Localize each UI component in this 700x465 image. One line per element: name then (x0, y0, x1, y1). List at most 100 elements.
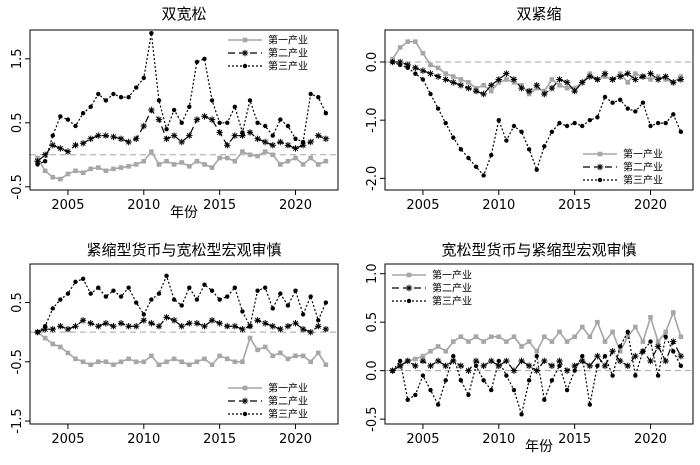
data-point (316, 95, 321, 100)
data-point (225, 294, 230, 299)
data-point (103, 359, 109, 365)
data-point (49, 142, 56, 149)
data-point (187, 104, 192, 110)
data-point (435, 65, 441, 71)
data-point (239, 132, 246, 139)
data-point (413, 39, 418, 44)
data-point (594, 76, 601, 83)
data-point (579, 79, 586, 86)
data-point (323, 300, 329, 305)
x-tick-label: 2010 (482, 432, 515, 447)
data-point (549, 378, 555, 383)
data-point (171, 297, 177, 302)
series-1 (390, 310, 684, 373)
data-point (648, 315, 653, 320)
data-point (72, 142, 79, 149)
data-point (579, 324, 585, 330)
data-point (610, 329, 615, 335)
data-point (247, 98, 253, 103)
data-point (126, 95, 131, 100)
data-point (511, 123, 517, 129)
data-point (580, 353, 585, 359)
legend-label: 第三产业 (268, 60, 308, 73)
data-point (209, 165, 215, 170)
data-point (300, 162, 306, 167)
data-point (434, 357, 442, 365)
x-tick-label: 2005 (51, 432, 84, 447)
data-point (639, 73, 647, 80)
data-point (247, 324, 253, 329)
data-point (224, 356, 230, 362)
data-point (50, 174, 56, 180)
x-tick-label: 2020 (634, 198, 667, 213)
data-point (602, 339, 608, 344)
data-point (261, 320, 269, 327)
legend-marker (405, 284, 413, 292)
data-point (58, 344, 63, 350)
data-point (420, 373, 426, 378)
data-point (466, 339, 471, 344)
data-point (428, 387, 433, 393)
data-point (420, 50, 426, 56)
data-point (141, 75, 146, 81)
data-point (300, 353, 306, 359)
data-point (126, 285, 131, 290)
legend-marker (597, 177, 603, 183)
legend-marker (241, 397, 249, 405)
data-point (548, 362, 556, 370)
data-point (72, 323, 79, 330)
data-point (308, 155, 313, 161)
data-point (556, 76, 563, 83)
data-point (201, 113, 208, 120)
legend-label: 第一产业 (268, 382, 308, 395)
legend-label: 第二产业 (268, 47, 308, 60)
data-point (495, 362, 502, 370)
data-point (481, 339, 486, 344)
x-axis-label: 年份 (170, 205, 198, 221)
data-point (186, 132, 193, 139)
data-point (663, 120, 668, 126)
data-point (579, 357, 586, 365)
legend-label: 第一产业 (432, 269, 472, 282)
x-tick-label: 2010 (127, 432, 160, 447)
data-point (293, 155, 298, 161)
data-point (405, 397, 410, 402)
data-point (148, 320, 155, 327)
data-point (504, 77, 509, 82)
data-point (64, 148, 72, 155)
plot-frame (384, 29, 694, 191)
data-point (194, 359, 200, 365)
data-point (427, 362, 434, 370)
data-point (179, 120, 184, 126)
data-point (156, 98, 162, 103)
chart-panel-1: 双宽松 2005 2010 2015 2020 -0.5 0.5 1.5 年份 第一产业第二产业第… (10, 5, 339, 221)
y-tick-label: -0.5 (10, 349, 25, 374)
data-point (601, 362, 609, 370)
data-point (678, 129, 684, 135)
data-point (247, 152, 253, 158)
data-point (571, 362, 578, 370)
data-point (323, 111, 329, 116)
data-point (57, 323, 64, 330)
data-point (65, 291, 71, 296)
data-point (457, 82, 465, 89)
data-point (95, 132, 102, 139)
data-point (277, 325, 284, 333)
legend-label: 第一产业 (623, 148, 663, 161)
data-point (587, 117, 593, 123)
data-point (677, 76, 685, 83)
data-point (246, 129, 254, 136)
chart-title: 双宽松 (161, 5, 206, 23)
data-point (308, 359, 313, 365)
data-point (156, 291, 162, 296)
data-point (80, 359, 86, 365)
data-point (80, 170, 86, 176)
data-point (488, 334, 494, 340)
data-point (102, 132, 110, 139)
data-point (278, 117, 283, 122)
data-point (125, 323, 132, 330)
data-point (50, 306, 55, 311)
